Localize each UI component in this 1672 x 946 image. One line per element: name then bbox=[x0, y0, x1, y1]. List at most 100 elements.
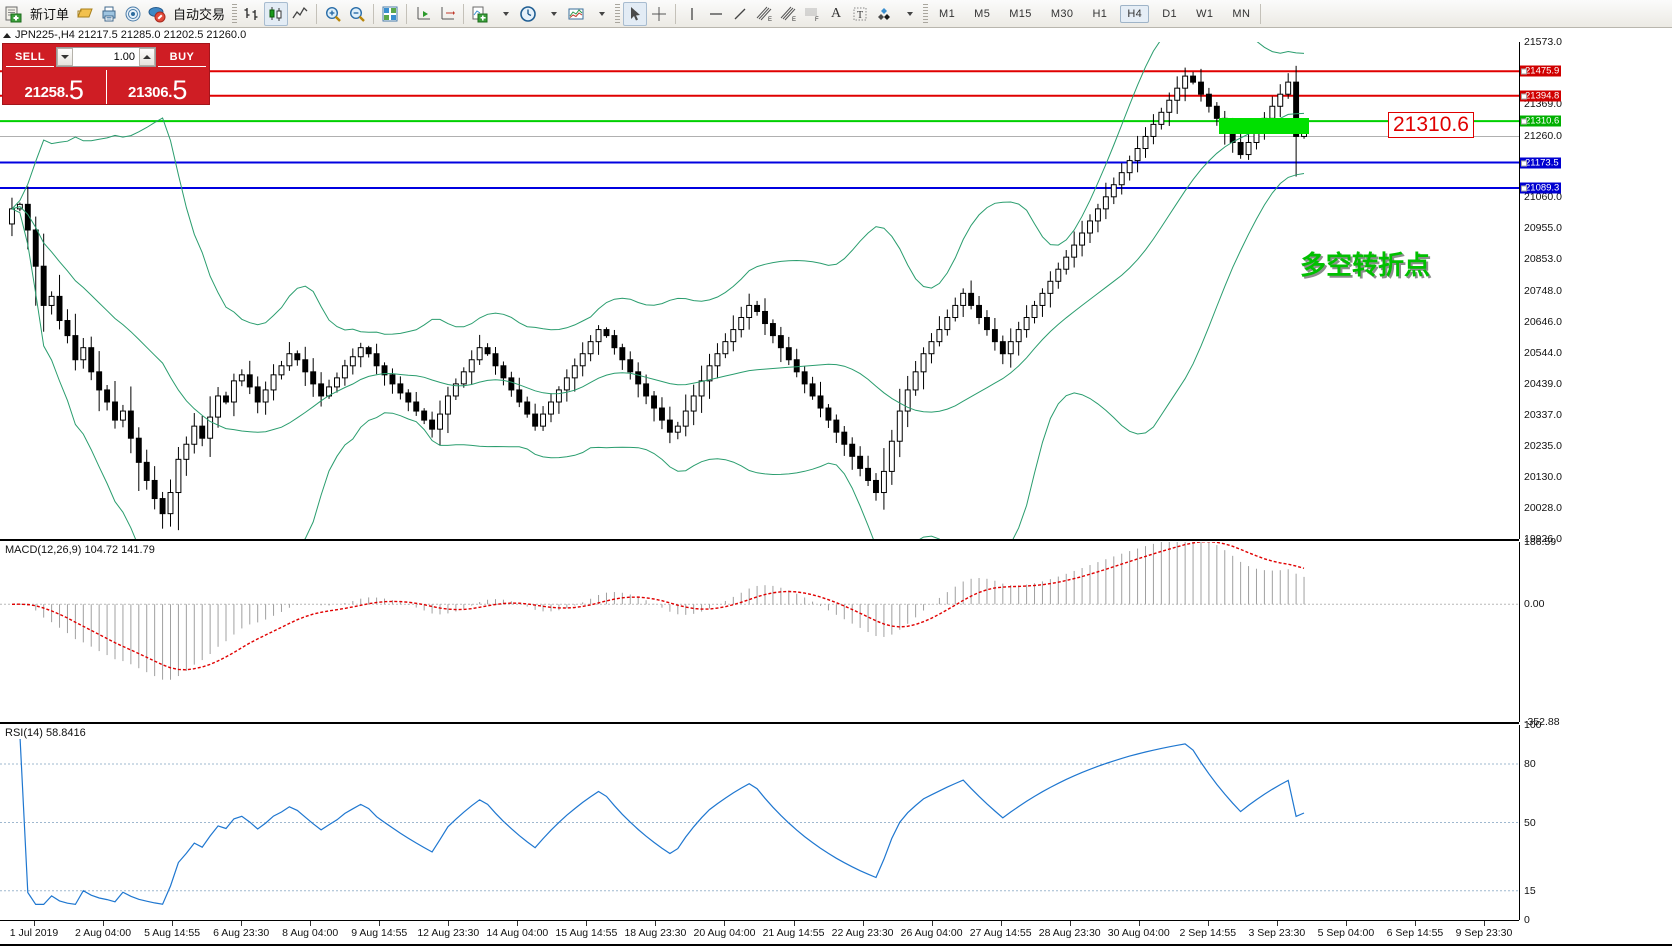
timeframe-m5[interactable]: M5 bbox=[974, 7, 991, 20]
volume-increase-button[interactable] bbox=[139, 48, 155, 66]
chart-shift-icon[interactable] bbox=[435, 2, 459, 26]
timeframe-m30[interactable]: M30 bbox=[1050, 7, 1074, 20]
candle-body bbox=[104, 389, 111, 403]
data-window-icon[interactable] bbox=[378, 2, 402, 26]
horizontal-line-icon[interactable] bbox=[704, 2, 728, 26]
timeframe-mn[interactable]: MN bbox=[1232, 7, 1251, 20]
trendline-icon[interactable] bbox=[728, 2, 752, 26]
candle-body bbox=[912, 371, 919, 391]
panel-separator-macd bbox=[0, 539, 1519, 541]
candle-body bbox=[817, 395, 824, 409]
candle-body bbox=[1015, 329, 1022, 343]
time-tick-label: 2 Aug 04:00 bbox=[75, 927, 132, 939]
fibonacci-icon[interactable]: E bbox=[776, 2, 800, 26]
price-axis-rsi[interactable]: 100 80 50 15 0 bbox=[1519, 719, 1672, 926]
timeframe-h4[interactable]: H4 bbox=[1120, 4, 1150, 23]
new-order-label[interactable]: 新订单 bbox=[30, 7, 70, 22]
candle-body bbox=[1110, 184, 1117, 198]
time-tick bbox=[172, 921, 174, 926]
chart-collapse-icon[interactable] bbox=[3, 32, 11, 38]
expert-advisor-icon[interactable] bbox=[145, 2, 169, 26]
candle-body bbox=[849, 443, 856, 457]
zoom-in-icon[interactable] bbox=[321, 2, 345, 26]
new-chart-dropdown-icon[interactable] bbox=[492, 2, 516, 26]
price-axis-macd[interactable]: 186.59 0.00 -352.88 bbox=[1519, 536, 1672, 728]
timeframe-d1[interactable]: D1 bbox=[1162, 7, 1178, 20]
new-chart-icon[interactable] bbox=[468, 2, 492, 26]
panel-separator-rsi bbox=[0, 722, 1519, 724]
timeframe-h1[interactable]: H1 bbox=[1092, 7, 1108, 20]
timeframe-m15[interactable]: M15 bbox=[1009, 7, 1032, 20]
text-box-icon[interactable]: T bbox=[848, 2, 872, 26]
time-tick-label: 3 Sep 23:30 bbox=[1248, 927, 1306, 939]
toolbar-separator-4 bbox=[463, 3, 465, 24]
price-level-tag[interactable]: 21394.8 bbox=[1520, 90, 1562, 102]
sell-price-decimal: 5 bbox=[68, 74, 84, 105]
text-icon[interactable]: A bbox=[830, 5, 842, 21]
objects-icon[interactable] bbox=[872, 2, 896, 26]
toolbar-grip[interactable] bbox=[232, 3, 238, 24]
buy-price[interactable]: 21306 . 5 bbox=[107, 70, 210, 104]
buy-price-separator: . bbox=[168, 84, 173, 101]
zoom-out-icon[interactable] bbox=[345, 2, 369, 26]
time-tick-label: 28 Aug 23:30 bbox=[1038, 927, 1101, 939]
buy-button[interactable]: BUY bbox=[158, 47, 206, 67]
candle-body bbox=[762, 310, 768, 325]
print-icon[interactable] bbox=[97, 2, 121, 26]
sell-price[interactable]: 21258 . 5 bbox=[3, 70, 107, 104]
indicators-dropdown-icon[interactable] bbox=[588, 2, 612, 26]
folder-icon[interactable] bbox=[73, 2, 97, 26]
candle-body bbox=[976, 304, 982, 319]
signal-icon[interactable] bbox=[121, 2, 145, 26]
candle-body bbox=[1150, 123, 1157, 137]
candle-body bbox=[579, 353, 586, 367]
rsi-line bbox=[19, 734, 1305, 906]
price-level-tag[interactable]: 21310.6 bbox=[1520, 115, 1562, 127]
new-order-icon[interactable] bbox=[2, 2, 26, 26]
timeframe-m1[interactable]: M1 bbox=[939, 7, 956, 20]
candle-body bbox=[310, 371, 317, 385]
period-dropdown-icon[interactable] bbox=[540, 2, 564, 26]
svg-text:F: F bbox=[815, 17, 819, 23]
candle-body bbox=[857, 455, 864, 469]
candle-body bbox=[722, 341, 729, 355]
time-axis[interactable]: 1 Jul 2019 2 Aug 04:00 5 Aug 14:55 6 Aug 23… bbox=[0, 920, 1519, 946]
time-tick bbox=[1345, 921, 1347, 926]
toolbar-grip-2[interactable] bbox=[615, 3, 621, 24]
candle-body bbox=[1190, 75, 1197, 83]
line-chart-icon[interactable] bbox=[288, 2, 312, 26]
autotrade-label[interactable]: 自动交易 bbox=[173, 7, 226, 22]
volume-value[interactable]: 1.00 bbox=[113, 51, 135, 63]
rsi-indicator-panel[interactable] bbox=[0, 725, 1519, 920]
sell-price-integer: 21258 bbox=[24, 84, 66, 101]
timeframe-w1[interactable]: W1 bbox=[1196, 7, 1214, 20]
price-axis-main[interactable]: 21573.0 21369.0 21260.0 21060.0 20955.0 20853… bbox=[1519, 36, 1672, 545]
equidistant-channel-icon[interactable]: E bbox=[752, 2, 776, 26]
main-price-chart[interactable] bbox=[0, 42, 1519, 539]
candle-body bbox=[896, 410, 903, 442]
objects-dropdown-icon[interactable] bbox=[896, 2, 920, 26]
volume-stepper[interactable]: 1.00 bbox=[56, 47, 156, 67]
time-tick-label: 6 Sep 14:55 bbox=[1386, 927, 1444, 939]
period-icon[interactable] bbox=[516, 2, 540, 26]
indicators-icon[interactable] bbox=[564, 2, 588, 26]
volume-decrease-button[interactable] bbox=[57, 48, 73, 66]
price-level-tag[interactable]: 21089.3 bbox=[1520, 182, 1562, 194]
sell-button[interactable]: SELL bbox=[6, 47, 54, 67]
cursor-icon[interactable] bbox=[623, 1, 648, 26]
bar-chart-icon[interactable] bbox=[240, 2, 264, 26]
toolbar-grip-3[interactable] bbox=[923, 3, 929, 24]
auto-scroll-icon[interactable] bbox=[411, 2, 435, 26]
candlestick-chart-icon[interactable] bbox=[264, 1, 289, 26]
crosshair-icon[interactable] bbox=[647, 2, 671, 26]
price-level-tag[interactable]: 21475.9 bbox=[1520, 65, 1562, 77]
candle-body bbox=[334, 377, 340, 388]
time-tick bbox=[586, 921, 588, 926]
text-label-icon[interactable]: F bbox=[800, 2, 824, 26]
macd-indicator-panel[interactable] bbox=[0, 542, 1519, 722]
buy-price-decimal: 5 bbox=[172, 74, 188, 105]
vertical-line-icon[interactable] bbox=[680, 2, 704, 26]
axis-tick-label: 20544.0 bbox=[1524, 346, 1562, 359]
price-level-tag[interactable]: 21173.5 bbox=[1520, 157, 1561, 169]
candle-body bbox=[706, 365, 713, 382]
